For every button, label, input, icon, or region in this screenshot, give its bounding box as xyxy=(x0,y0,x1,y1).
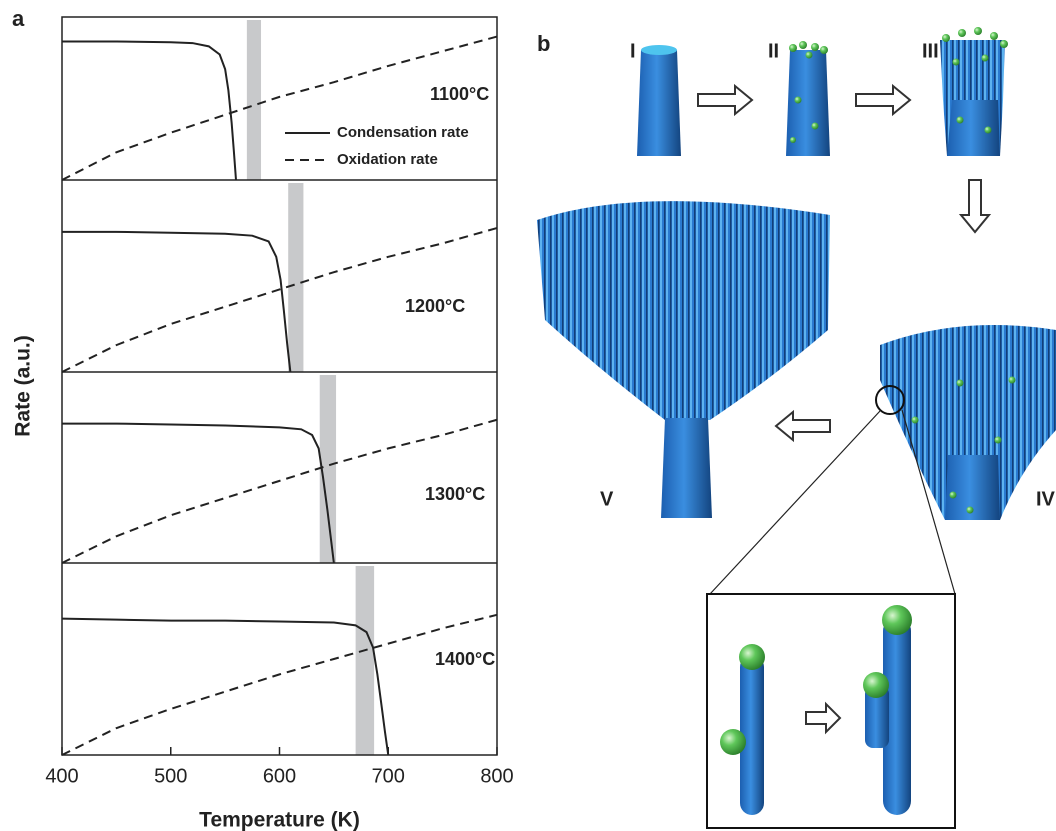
arrow xyxy=(961,180,989,232)
stage-label: V xyxy=(600,488,614,510)
data-line xyxy=(62,41,236,180)
highlight-band xyxy=(288,183,303,372)
highlight-band xyxy=(247,20,261,180)
x-tick-label: 800 xyxy=(480,765,513,787)
figure: a b 1100°C Condensation rate Oxidation rat… xyxy=(0,0,1056,831)
catalyst xyxy=(863,672,889,698)
line-chart: 1100°C Condensation rate Oxidation rate Rat… xyxy=(12,17,514,831)
data-line xyxy=(62,619,388,755)
catalyst xyxy=(720,729,746,755)
nanorod xyxy=(661,418,712,518)
legend-label: Condensation rate xyxy=(337,124,469,141)
x-tick-label: 600 xyxy=(263,765,296,787)
nanorod xyxy=(637,50,681,156)
zoom-line xyxy=(710,411,880,594)
arrow xyxy=(698,86,752,114)
panel-label: b xyxy=(537,31,550,56)
x-tick-label: 700 xyxy=(372,765,405,787)
stage-label: II xyxy=(768,40,779,62)
nanorod xyxy=(947,100,1000,156)
stage-label: I xyxy=(630,40,636,62)
annotation: 1300°C xyxy=(425,484,485,504)
x-tick-label: 500 xyxy=(154,765,187,787)
arrow xyxy=(776,412,830,440)
data-line xyxy=(62,615,497,755)
rod-top xyxy=(641,45,677,55)
nanobrush xyxy=(537,201,830,420)
x-tick-label: 400 xyxy=(45,765,78,787)
arrow xyxy=(856,86,910,114)
y-axis-title: Rate (a.u.) xyxy=(12,335,35,437)
diagram: I II III V IV xyxy=(537,27,1056,828)
annotation: 1400°C xyxy=(435,649,495,669)
legend-label: Oxidation rate xyxy=(337,151,438,168)
highlight-band xyxy=(356,566,374,755)
catalyst xyxy=(882,605,912,635)
catalyst xyxy=(739,644,765,670)
data-line xyxy=(62,232,290,372)
annotation: 1100°C xyxy=(430,84,489,104)
annotation: 1200°C xyxy=(405,296,465,316)
x-axis-title: Temperature (K) xyxy=(199,809,360,831)
stage-label: IV xyxy=(1036,488,1056,510)
stage-label: III xyxy=(922,40,939,62)
panel-label: a xyxy=(12,6,25,31)
